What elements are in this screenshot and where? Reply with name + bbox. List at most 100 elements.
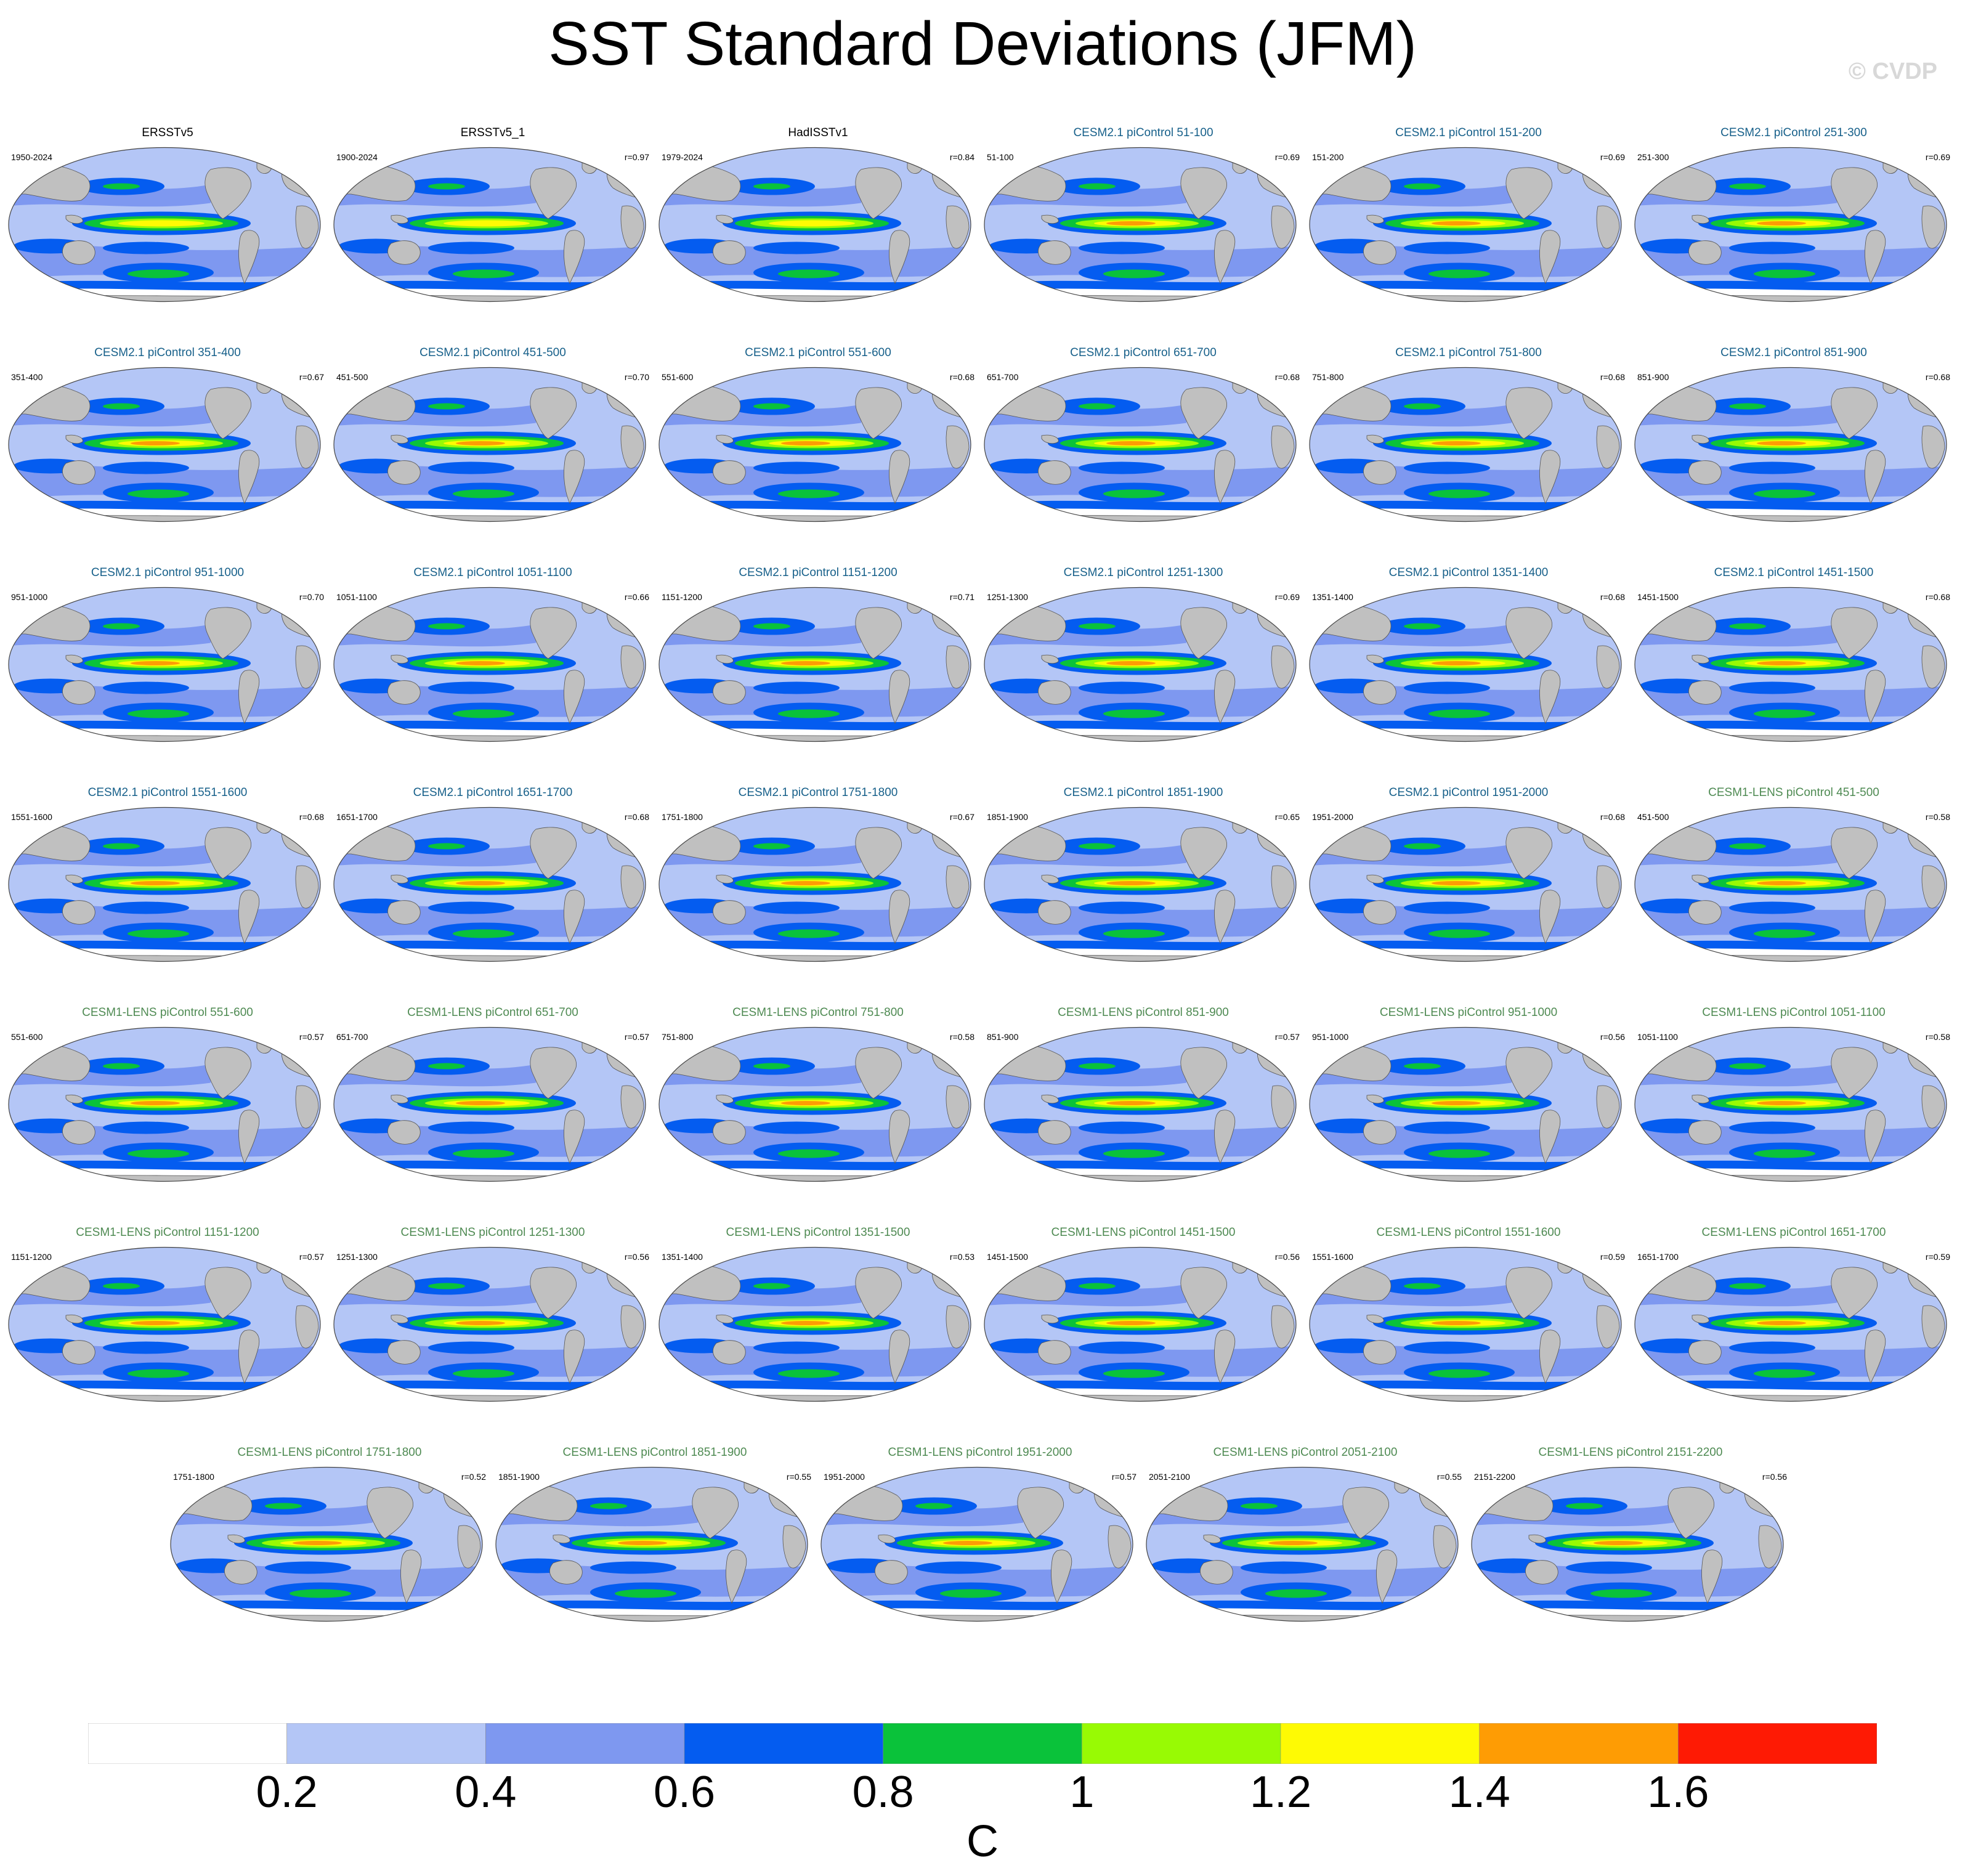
panel-correlation: r=0.69 xyxy=(1600,152,1625,162)
panel-title: CESM2.1 piControl 1551-1600 xyxy=(87,786,248,799)
panel-years: 1051-1100 xyxy=(1637,1032,1678,1042)
map-panel: CESM2.1 piControl 1251-1300 1251-1300 r=0.… xyxy=(983,566,1303,779)
page-title: SST Standard Deviations (JFM) xyxy=(548,9,1417,78)
panel-years: 1051-1100 xyxy=(336,592,377,602)
panel-title: CESM1-LENS piControl 1851-1900 xyxy=(562,1446,747,1459)
map-panel: CESM2.1 piControl 1151-1200 1151-1200 r=0.… xyxy=(658,566,978,779)
panel-correlation: r=0.97 xyxy=(624,152,649,162)
panel-years: 751-800 xyxy=(662,1032,694,1042)
map-panel: CESM1-LENS piControl 1851-1900 1851-1900 r… xyxy=(495,1446,815,1659)
sst-stddev-map xyxy=(333,367,646,522)
map-panel: HadISSTv1 1979-2024 r=0.84 xyxy=(658,126,978,339)
sst-stddev-map xyxy=(984,1026,1297,1182)
panel-title: CESM1-LENS piControl 1051-1100 xyxy=(1702,1006,1886,1019)
sst-stddev-map xyxy=(8,1026,321,1182)
panel-title: CESM2.1 piControl 251-300 xyxy=(1720,126,1867,139)
panel-years: 751-800 xyxy=(1312,372,1344,382)
sst-stddev-map xyxy=(333,1026,646,1182)
panel-correlation: r=0.69 xyxy=(1925,152,1950,162)
panel-correlation: r=0.68 xyxy=(1925,372,1950,382)
colorbar-tick-label: 0.8 xyxy=(852,1768,914,1817)
panel-title: CESM1-LENS piControl 2151-2200 xyxy=(1538,1446,1723,1459)
panel-years: 651-700 xyxy=(987,372,1019,382)
panel-correlation: r=0.69 xyxy=(1274,152,1300,162)
panel-years: 551-600 xyxy=(11,1032,43,1042)
panel-correlation: r=0.66 xyxy=(624,592,649,602)
panel-years: 651-700 xyxy=(336,1032,368,1042)
panel-years: 1151-1200 xyxy=(662,592,702,602)
sst-stddev-map xyxy=(1634,806,1947,962)
map-panel: CESM1-LENS piControl 651-700 651-700 r=0.5… xyxy=(333,1006,653,1219)
map-panel: ERSSTv5 1950-2024 xyxy=(7,126,328,339)
map-panel: CESM2.1 piControl 551-600 551-600 r=0.68 xyxy=(658,346,978,559)
colorbar-bin xyxy=(286,1723,486,1764)
panel-title: CESM2.1 piControl 751-800 xyxy=(1395,346,1542,359)
panel-title: HadISSTv1 xyxy=(788,126,848,139)
panel-correlation: r=0.52 xyxy=(461,1472,486,1482)
colorbar-tick-label: 1.6 xyxy=(1647,1768,1709,1817)
panel-title: CESM2.1 piControl 1251-1300 xyxy=(1063,566,1223,579)
panel-title: CESM1-LENS piControl 1151-1200 xyxy=(76,1226,259,1239)
colorbar-bin xyxy=(1280,1723,1480,1764)
panel-correlation: r=0.58 xyxy=(1925,812,1950,822)
panel-years: 1951-2000 xyxy=(824,1472,865,1482)
panel-correlation: r=0.68 xyxy=(1600,812,1625,822)
sst-stddev-map xyxy=(1309,1026,1622,1182)
sst-stddev-map xyxy=(8,367,321,522)
sst-stddev-map xyxy=(8,806,321,962)
panel-years: 151-200 xyxy=(1312,152,1344,162)
panel-correlation: r=0.57 xyxy=(299,1032,324,1042)
panel-title: CESM2.1 piControl 1451-1500 xyxy=(1714,566,1874,579)
panel-correlation: r=0.57 xyxy=(299,1252,324,1262)
panel-years: 1651-1700 xyxy=(336,812,378,822)
sst-stddev-map xyxy=(8,147,321,303)
panel-title: CESM1-LENS piControl 1651-1700 xyxy=(1701,1226,1886,1239)
sst-stddev-map xyxy=(1309,147,1622,303)
map-panel: CESM2.1 piControl 1651-1700 1651-1700 r=0.… xyxy=(333,786,653,999)
panel-title: CESM1-LENS piControl 651-700 xyxy=(407,1006,578,1019)
panel-years: 1351-1400 xyxy=(662,1252,703,1262)
panel-years: 1451-1500 xyxy=(1637,592,1679,602)
colorbar-bin xyxy=(684,1723,883,1764)
panel-correlation: r=0.53 xyxy=(949,1252,974,1262)
panel-years: 251-300 xyxy=(1637,152,1669,162)
map-panel: CESM2.1 piControl 351-400 351-400 r=0.67 xyxy=(7,346,328,559)
panel-years: 451-500 xyxy=(1637,812,1669,822)
panel-correlation: r=0.59 xyxy=(1925,1252,1950,1262)
panel-years: 1751-1800 xyxy=(662,812,703,822)
panel-title: CESM1-LENS piControl 2051-2100 xyxy=(1213,1446,1398,1459)
panel-years: 1751-1800 xyxy=(173,1472,214,1482)
sst-stddev-map xyxy=(1309,1246,1622,1402)
map-panel: CESM2.1 piControl 1951-2000 1951-2000 r=0.… xyxy=(1308,786,1629,999)
sst-stddev-map xyxy=(984,1246,1297,1402)
sst-stddev-map xyxy=(1634,147,1947,303)
panel-correlation: r=0.68 xyxy=(1600,372,1625,382)
panel-title: CESM1-LENS piControl 1751-1800 xyxy=(237,1446,422,1459)
sst-stddev-map xyxy=(1309,367,1622,522)
map-panel: CESM1-LENS piControl 1551-1600 1551-1600 r… xyxy=(1308,1226,1629,1439)
sst-stddev-map xyxy=(1634,1246,1947,1402)
panel-years: 951-1000 xyxy=(11,592,48,602)
sst-stddev-map xyxy=(1471,1466,1784,1622)
map-panel: ERSSTv5_1 1900-2024 r=0.97 xyxy=(333,126,653,339)
panel-title: CESM2.1 piControl 1651-1700 xyxy=(413,786,573,799)
map-panel: CESM1-LENS piControl 851-900 851-900 r=0.5… xyxy=(983,1006,1303,1219)
sst-stddev-map xyxy=(1634,587,1947,742)
panel-title: CESM1-LENS piControl 451-500 xyxy=(1708,786,1879,799)
panel-title: CESM2.1 piControl 651-700 xyxy=(1070,346,1217,359)
colorbar-tick-label: 0.6 xyxy=(653,1768,716,1817)
panel-title: CESM2.1 piControl 851-900 xyxy=(1720,346,1867,359)
watermark: © CVDP xyxy=(1848,59,1937,84)
panel-correlation: r=0.56 xyxy=(1274,1252,1300,1262)
panel-correlation: r=0.67 xyxy=(299,372,324,382)
panel-years: 1950-2024 xyxy=(11,152,52,162)
map-panel: CESM1-LENS piControl 1951-2000 1951-2000 r… xyxy=(820,1446,1140,1659)
sst-stddev-map xyxy=(170,1466,483,1622)
panel-title: ERSSTv5 xyxy=(142,126,193,139)
sst-stddev-map xyxy=(495,1466,808,1622)
map-panel: CESM1-LENS piControl 451-500 451-500 r=0.5… xyxy=(1634,786,1954,999)
sst-stddev-map xyxy=(1309,806,1622,962)
sst-stddev-map xyxy=(1309,587,1622,742)
panel-title: CESM2.1 piControl 1051-1100 xyxy=(413,566,572,579)
colorbar-bin xyxy=(1479,1723,1679,1764)
